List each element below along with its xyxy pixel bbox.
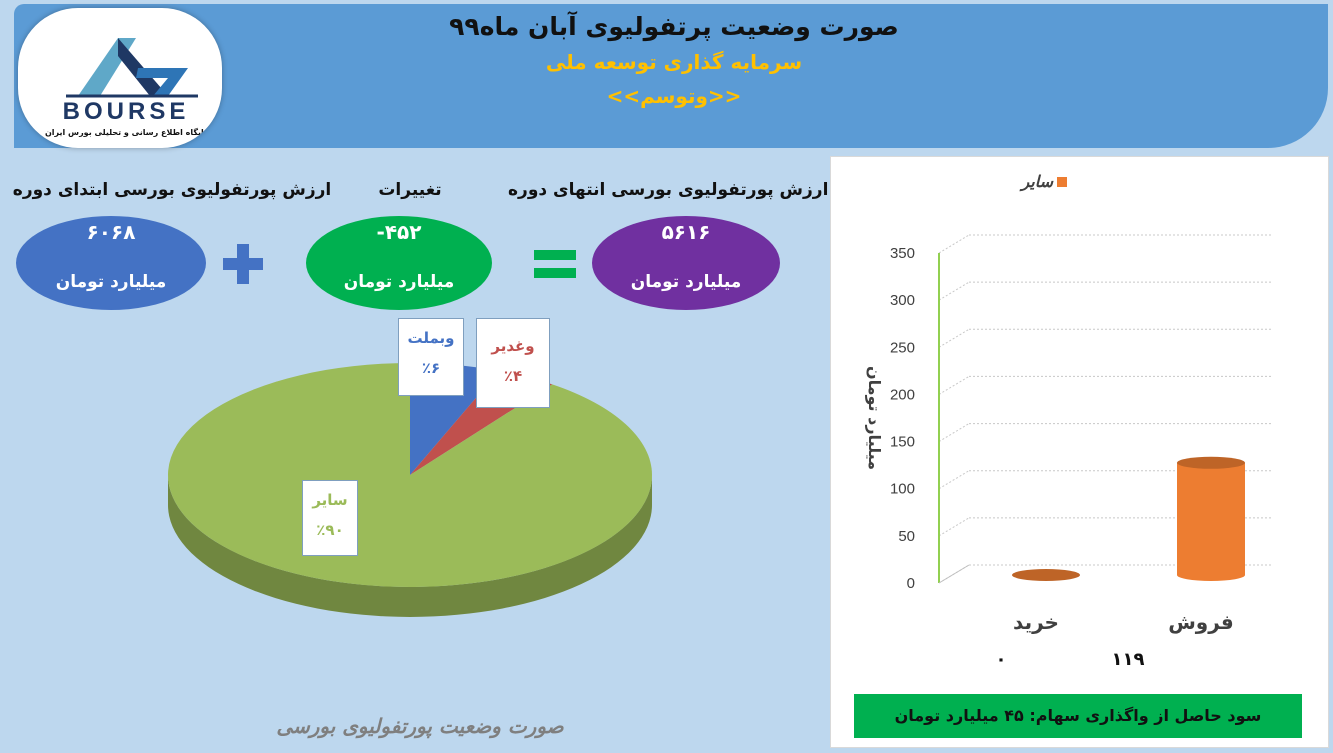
change-unit: میلیارد تومان [343,272,455,292]
y-axis-title: میلیارد تومان [865,366,884,470]
y-tick-label: 250 [890,339,915,356]
pie-side [168,475,652,617]
gridline-side [938,234,970,254]
start-value-label: ارزش پورتفولیوی بورسی ابتدای دوره [12,180,332,200]
company-name: سرمایه گذاری توسعه ملی [545,50,803,74]
callout-vghadir: وغدیر ٪۴ [476,318,550,408]
bar-chart-svg: 0 50 100 150 200 250 300 350 میلیارد تومان سایر خر… [865,172,1271,670]
callout-vbmellat: وبملت ٪۶ [398,318,464,396]
slice-percent-vghadir: ٪۴ [503,367,523,385]
callout-sayer: سایر ٪۹۰ [302,480,358,556]
end-value-ellipse: ۵۶۱۶ میلیارد تومان [592,216,780,310]
bar-cap [1177,456,1245,469]
bar-cylinder [1177,462,1245,581]
start-value: ۶۰۶۸ [86,220,136,244]
trade-chart-panel: 0 50 100 150 200 250 300 350 میلیارد تومان سایر خر… [830,156,1329,748]
header-banner: صورت وضعیت پرتفولیوی آبان ماه۹۹ سرمایه گ… [14,4,1328,148]
logo-tagline: پایگاه اطلاع رسانی و تحلیلی بورس ایران [44,128,208,137]
equals-icon [534,250,576,278]
start-unit: میلیارد تومان [55,272,167,292]
end-unit: میلیارد تومان [630,272,742,292]
gridline-side [938,517,970,537]
slice-label-vghadir: وغدیر [491,337,535,355]
legend-swatch [1057,177,1067,187]
y-tick-label: 0 [907,575,915,592]
gridline-side [938,423,970,443]
slice-percent-vbmellat: ٪۶ [421,359,441,377]
bar-cap [1012,569,1080,581]
change-value: -۴۵۲ [376,220,422,244]
x-category-label: خرید [1013,610,1059,634]
y-tick-label: 200 [890,386,915,403]
change-value-ellipse: -۴۵۲ میلیارد تومان [306,216,492,310]
gridline-side [938,470,970,490]
bar-value-label: ۱۱۹ [1112,649,1145,670]
pie-caption: صورت وضعیت پورتفولیوی بورسی [276,714,564,738]
slice-label-sayer: سایر [312,491,348,509]
bourse-logo: BOURSE پایگاه اطلاع رسانی و تحلیلی بورس … [18,8,222,148]
change-label: تغییرات [378,180,442,200]
gridline-side [938,375,970,395]
end-value: ۵۶۱۶ [661,220,711,244]
y-tick-label: 100 [890,481,915,498]
end-value-label: ارزش پورتفولیوی بورسی انتهای دوره [508,180,829,200]
gridline-side [938,328,970,348]
slice-label-vbmellat: وبملت [407,329,455,347]
x-category-label: فروش [1168,610,1234,634]
gridline-side [938,281,970,301]
y-tick-label: 150 [890,434,915,451]
logo-wordmark: BOURSE [62,98,190,125]
slice-percent-sayer: ٪۹۰ [316,521,344,539]
y-tick-label: 50 [898,528,915,545]
ticker-symbol: <<وتوسم>> [606,84,742,108]
pie-slice [167,363,652,587]
plus-icon [223,244,263,284]
start-value-ellipse: ۶۰۶۸ میلیارد تومان [16,216,206,310]
profit-note: سود حاصل از واگذاری سهام: ۴۵ میلیارد توم… [854,694,1302,738]
legend-label: سایر [1018,172,1053,192]
bar-value-label: ۰ [996,649,1007,670]
floor-edge [938,564,970,584]
y-tick-label: 350 [890,245,915,262]
y-tick-label: 300 [890,292,915,309]
logo-mark-icon [66,38,198,98]
page-title: صورت وضعیت پرتفولیوی آبان ماه۹۹ [449,12,899,41]
